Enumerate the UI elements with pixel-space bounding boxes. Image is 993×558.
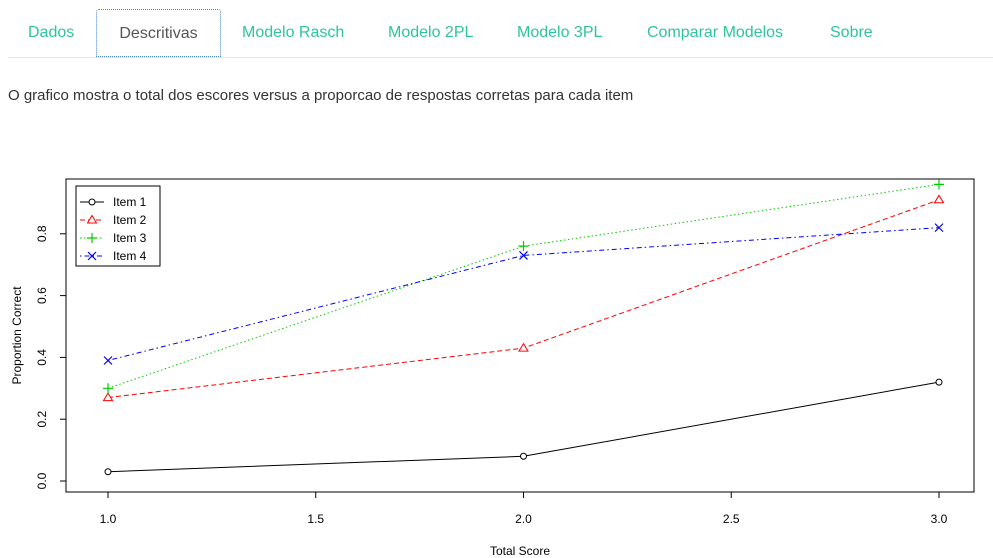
y-tick-label: 0.8: [35, 225, 49, 242]
data-point-item-3: [934, 179, 944, 190]
data-point-item-4: [103, 356, 113, 365]
data-point-item-2: [518, 342, 529, 352]
data-point-item-3: [518, 241, 529, 252]
data-point-item-1: [935, 378, 943, 386]
tab-modelo-rasch[interactable]: Modelo Rasch: [242, 24, 345, 41]
legend-marker: [86, 214, 98, 224]
y-axis-label: Proportion Correct: [10, 286, 24, 385]
legend-label: Item 4: [113, 249, 147, 263]
legend-marker: [87, 251, 97, 261]
data-point-item-3: [103, 383, 113, 394]
series-line-item-4: [107, 227, 940, 361]
plot-frame: [65, 178, 975, 493]
tab-sobre[interactable]: Sobre: [830, 24, 873, 41]
data-point-item-4: [934, 223, 944, 233]
y-tick-label: 0.2: [35, 411, 49, 428]
x-tick-label: 1.5: [307, 512, 324, 526]
y-tick-label: 0.6: [35, 287, 49, 304]
tab-modelo-3pl[interactable]: Modelo 3PL: [517, 24, 603, 41]
series-line-item-2: [107, 199, 940, 399]
legend-label: Item 2: [113, 213, 147, 227]
x-tick-label: 2.0: [515, 512, 532, 526]
x-tick-label: 3.0: [931, 512, 948, 526]
legend-label: Item 1: [113, 195, 147, 209]
tab-descritivas[interactable]: Descritivas: [96, 9, 221, 57]
x-tick-label: 1.0: [100, 512, 117, 526]
y-tick-label: 0.0: [35, 472, 49, 489]
tab-modelo-2pl[interactable]: Modelo 2PL: [388, 24, 474, 41]
y-tick-label: 0.4: [35, 349, 49, 366]
data-point-item-2: [102, 392, 114, 402]
tab-comparar-modelos[interactable]: Comparar Modelos: [647, 24, 784, 41]
legend-label: Item 3: [113, 231, 147, 245]
x-axis-label: Total Score: [490, 544, 550, 558]
legend-marker: [87, 233, 97, 243]
data-point-item-1: [104, 468, 112, 476]
data-point-item-4: [519, 251, 528, 260]
data-point-item-2: [933, 194, 945, 204]
tab-bar-divider: [8, 57, 993, 58]
legend-marker: [88, 198, 96, 206]
description-text: O grafico mostra o total dos escores ver…: [8, 87, 634, 104]
data-point-item-1: [520, 452, 527, 460]
tab-dados[interactable]: Dados: [28, 24, 75, 41]
tab-bar: Dados Descritivas Modelo Rasch Modelo 2P…: [0, 0, 993, 58]
series-line-item-3: [107, 183, 940, 389]
x-tick-label: 2.5: [723, 512, 740, 526]
